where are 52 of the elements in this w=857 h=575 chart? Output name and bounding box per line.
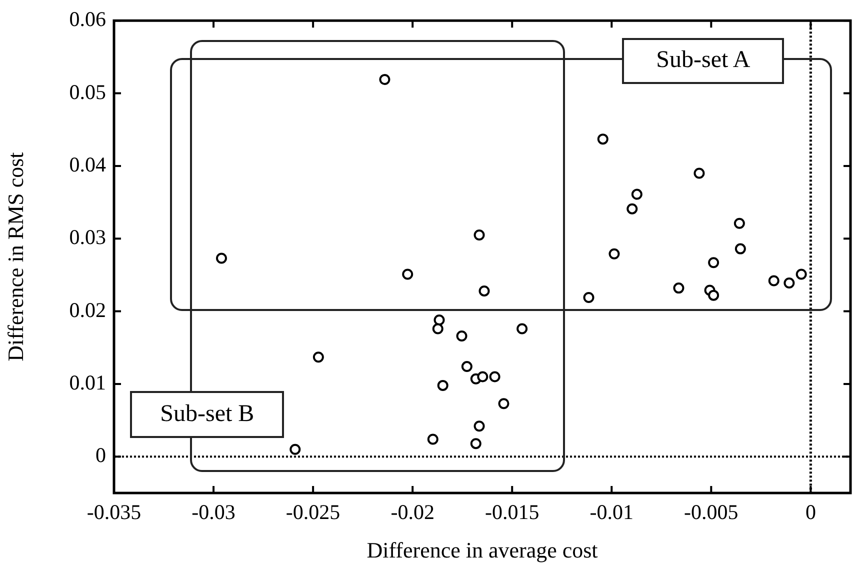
x-tick-label: -0.035 bbox=[86, 500, 142, 524]
y-tick-label: 0 bbox=[96, 443, 106, 468]
point bbox=[461, 361, 472, 372]
point bbox=[734, 243, 746, 254]
point bbox=[516, 323, 528, 334]
point bbox=[477, 371, 488, 382]
point bbox=[474, 229, 485, 240]
y-tick-label: 0.01 bbox=[69, 370, 106, 394]
point bbox=[437, 380, 448, 391]
y-tick-label: 0.03 bbox=[69, 225, 106, 250]
point bbox=[708, 257, 720, 268]
y-tick-label: 0.05 bbox=[69, 80, 106, 104]
point bbox=[427, 434, 438, 445]
point bbox=[498, 398, 510, 410]
point bbox=[608, 248, 620, 260]
point bbox=[694, 168, 705, 179]
point bbox=[626, 203, 638, 214]
point bbox=[478, 285, 490, 296]
annotation: Sub-set A bbox=[622, 38, 784, 84]
point bbox=[734, 218, 745, 229]
point bbox=[474, 420, 485, 432]
y-tick-label: 0.06 bbox=[69, 7, 106, 32]
x-axis-title: Difference in average cost bbox=[366, 538, 598, 563]
point bbox=[470, 438, 482, 450]
point bbox=[631, 188, 642, 200]
point bbox=[768, 275, 780, 286]
y-tick-label: 0.02 bbox=[69, 298, 106, 322]
point bbox=[216, 252, 227, 264]
point bbox=[708, 290, 720, 301]
x-tick-label: -0.02 bbox=[390, 500, 434, 524]
x-tick-label: -0.015 bbox=[484, 500, 540, 524]
point bbox=[597, 134, 608, 145]
annotation: Sub-set B bbox=[130, 391, 284, 438]
point bbox=[489, 371, 500, 382]
y-axis-title: Difference in RMS cost bbox=[2, 152, 28, 362]
point bbox=[312, 352, 324, 363]
y-tick-label: 0.04 bbox=[69, 152, 106, 176]
point bbox=[784, 277, 795, 288]
point bbox=[402, 268, 414, 280]
x-tick-label: -0.005 bbox=[684, 500, 738, 524]
x-tick-label: -0.03 bbox=[192, 500, 236, 524]
point bbox=[456, 330, 468, 342]
point bbox=[379, 74, 390, 85]
point bbox=[290, 444, 301, 455]
point bbox=[796, 268, 807, 280]
x-tick-label: 0 bbox=[805, 500, 816, 524]
point bbox=[583, 292, 594, 303]
x-tick-label: -0.025 bbox=[286, 500, 340, 524]
point bbox=[673, 282, 684, 294]
x-tick-label: -0.01 bbox=[590, 500, 634, 524]
point bbox=[432, 323, 444, 334]
point bbox=[434, 314, 445, 326]
